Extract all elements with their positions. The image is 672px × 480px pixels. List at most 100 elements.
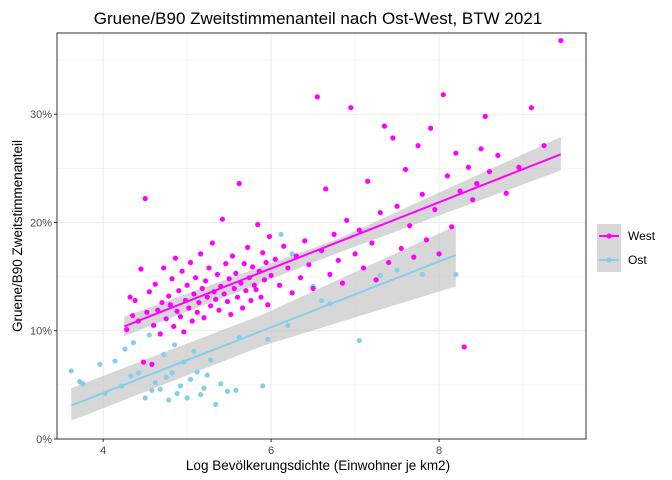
data-point-west	[558, 37, 564, 44]
data-point-west	[495, 152, 501, 158]
data-point-west	[402, 166, 409, 173]
data-point-west	[331, 231, 337, 237]
data-point-west	[181, 329, 187, 335]
data-point-west	[159, 299, 165, 306]
data-point-west	[444, 173, 451, 179]
x-tick-label: 8	[436, 445, 442, 457]
data-point-west	[204, 294, 210, 300]
data-point-west	[381, 123, 388, 129]
data-point-west	[216, 307, 222, 313]
legend-label: West	[628, 229, 656, 243]
y-tick-label: 0%	[36, 434, 52, 446]
data-point-west	[339, 280, 346, 286]
legend: West Ost	[597, 224, 656, 272]
data-point-west	[250, 264, 256, 270]
data-point-west	[171, 323, 177, 330]
plot-border	[56, 32, 587, 440]
data-point-west	[268, 272, 274, 279]
data-point-west	[335, 257, 341, 263]
data-point-west	[297, 275, 304, 281]
data-point-ost	[453, 271, 459, 278]
data-point-ost	[163, 374, 169, 380]
data-point-west	[186, 305, 192, 311]
y-tick-label: 10%	[30, 326, 52, 338]
data-point-west	[192, 275, 199, 281]
data-point-west	[169, 276, 175, 282]
data-point-west	[206, 265, 212, 271]
confidence-band-ost	[71, 225, 456, 421]
y-axis-label: Gruene/B90 Zweitstimmenanteil	[10, 140, 25, 332]
legend-item-ost: Ost	[597, 248, 647, 272]
legend-label: Ost	[628, 253, 647, 267]
data-point-west	[503, 190, 509, 196]
data-point-ost	[260, 383, 266, 389]
data-point-ost	[394, 267, 400, 273]
data-point-ost	[80, 381, 86, 387]
data-point-west	[132, 297, 138, 304]
x-axis: 4 6 8	[100, 439, 442, 457]
data-point-west	[365, 178, 371, 184]
data-point-west	[266, 233, 273, 240]
data-point-west	[306, 262, 312, 268]
data-point-ost	[224, 388, 231, 394]
data-point-west	[127, 294, 133, 300]
data-point-west	[265, 302, 271, 308]
data-point-west	[258, 294, 264, 300]
data-point-west	[248, 297, 254, 304]
data-point-west	[255, 222, 261, 228]
data-point-ost	[152, 380, 158, 386]
data-point-west	[432, 206, 438, 213]
data-point-west	[124, 327, 130, 333]
data-point-west	[157, 331, 163, 337]
data-point-ost	[356, 337, 362, 344]
data-point-west	[172, 255, 178, 261]
data-point-west	[146, 289, 152, 295]
x-tick-label: 4	[100, 445, 106, 457]
data-point-ost	[128, 373, 134, 379]
data-point-ost	[142, 395, 148, 401]
data-point-west	[327, 271, 333, 278]
legend-key-point	[606, 257, 612, 263]
data-point-west	[184, 282, 190, 288]
data-point-west	[261, 277, 268, 283]
data-point-west	[528, 105, 535, 111]
data-point-west	[428, 125, 434, 131]
data-point-west	[223, 261, 229, 267]
data-point-west	[229, 253, 236, 259]
data-point-west	[191, 291, 197, 297]
data-point-west	[208, 303, 214, 309]
y-tick-label: 30%	[30, 109, 52, 121]
data-point-ost	[166, 397, 172, 403]
data-point-west	[213, 296, 219, 302]
data-point-west	[310, 285, 316, 292]
data-point-west	[281, 243, 287, 249]
data-point-west	[465, 164, 472, 170]
data-point-west	[231, 285, 237, 292]
data-point-ost	[204, 372, 210, 378]
data-point-west	[482, 113, 488, 119]
data-point-west	[187, 259, 194, 266]
data-point-ost	[130, 340, 137, 346]
data-point-west	[241, 261, 247, 267]
data-point-west	[440, 92, 446, 98]
data-point-ost	[197, 392, 204, 398]
data-point-west	[176, 288, 182, 294]
data-point-west	[221, 291, 227, 297]
data-point-west	[201, 315, 207, 321]
data-point-west	[449, 224, 455, 230]
x-axis-label: Log Bevölkerungsdichte (Einwohner je km2…	[186, 458, 450, 473]
data-point-west	[155, 307, 161, 313]
data-point-ost	[213, 401, 219, 407]
data-point-west	[203, 278, 209, 284]
data-point-west	[177, 314, 184, 320]
data-point-west	[196, 299, 202, 306]
data-point-ost	[97, 361, 103, 367]
data-point-ost	[377, 272, 383, 279]
data-point-west	[314, 94, 320, 100]
data-point-west	[167, 302, 173, 308]
data-point-west	[163, 316, 169, 322]
data-point-ost	[157, 386, 163, 392]
data-point-west	[253, 286, 259, 293]
data-point-ost	[419, 271, 425, 278]
data-point-west	[276, 282, 283, 288]
